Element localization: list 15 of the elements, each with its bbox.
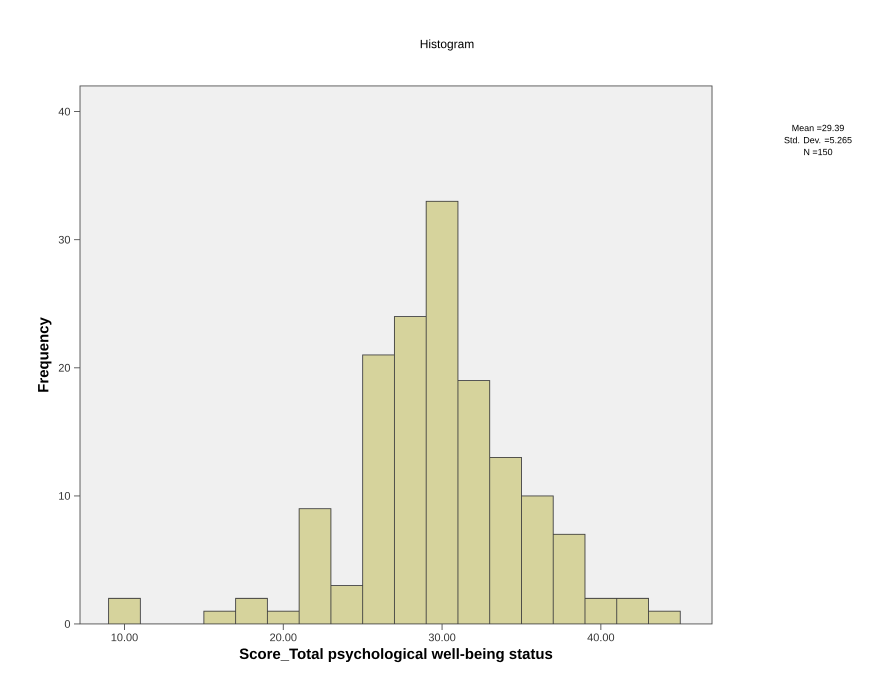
y-tick-label: 0	[64, 620, 70, 628]
x-tick-label: 40.00	[587, 634, 614, 642]
y-tick-label: 30	[58, 236, 70, 244]
y-tick-label: 10	[59, 492, 70, 500]
y-tick-label: 20	[58, 364, 70, 372]
text: Mean =29.39	[792, 124, 844, 132]
x-tick-label: 20.00	[270, 634, 297, 642]
y-axis-title: Frequency	[38, 317, 52, 392]
x-tick-label: 30.00	[428, 634, 456, 642]
x-axis-title: Score_Total psychological well-being status	[240, 648, 552, 662]
x-tick-label: 10.00	[112, 634, 138, 642]
chart-title: Histogram	[420, 39, 474, 51]
y-tick-label: 40	[58, 108, 70, 116]
text: N =150	[804, 148, 832, 156]
text: Std. Dev. =5.265	[784, 136, 852, 144]
